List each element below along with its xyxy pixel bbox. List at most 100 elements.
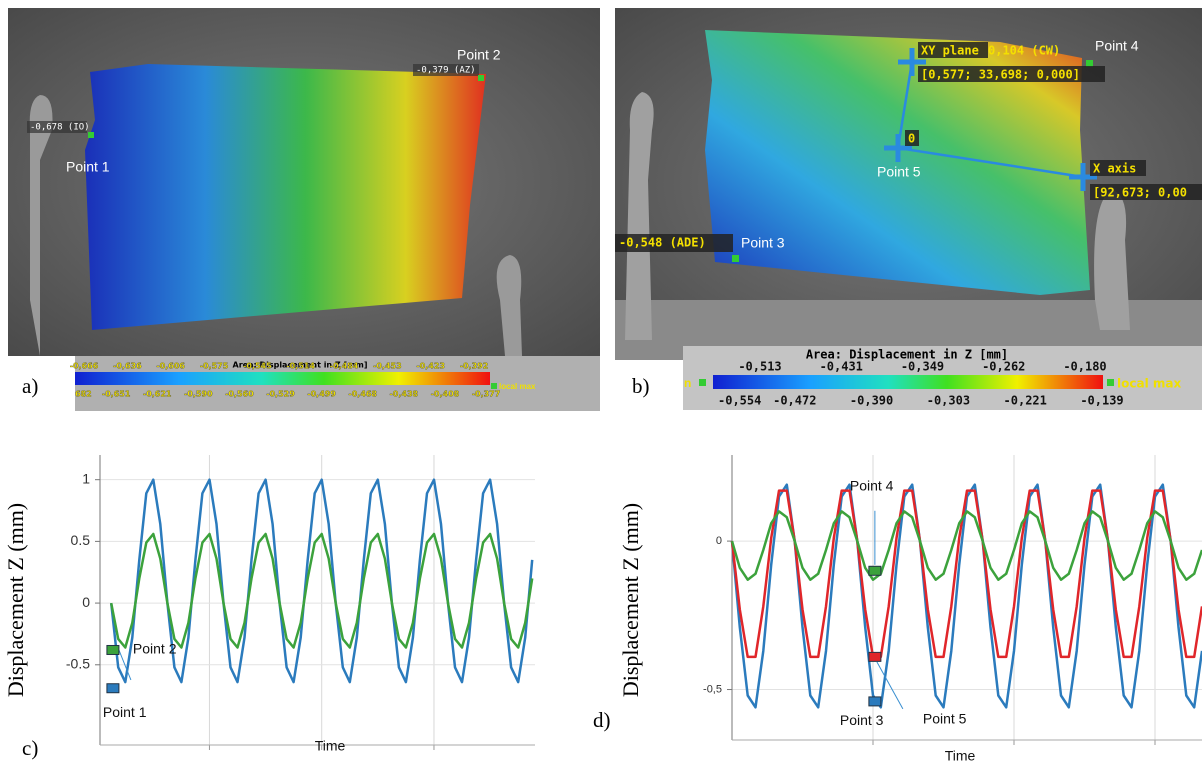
- coordinate-label: [92,673; 0,00: [1093, 186, 1187, 200]
- point-marker: [106, 683, 120, 694]
- max-marker: [1107, 379, 1114, 386]
- colorbar-tick-label: -0,139: [1080, 394, 1123, 408]
- value-label: -0,379 (AZ): [416, 66, 476, 76]
- label-box: [1090, 184, 1202, 200]
- colorbar-tick-label: 682: [75, 390, 92, 399]
- y-tick-label: -0,5: [703, 683, 722, 695]
- colorbar-tick-label: -0,262: [982, 360, 1025, 374]
- y-tick-label: -0.5: [66, 655, 90, 671]
- colorbar-tick-label: -0,453: [373, 362, 402, 371]
- label-box: [1090, 160, 1146, 176]
- x-axis-label: Time: [315, 738, 346, 754]
- colorbar-tick-label: -0,606: [156, 362, 185, 371]
- point-label: Point 2: [457, 47, 501, 63]
- colorbar-tick-label: -0,666: [70, 362, 99, 371]
- colorbar-tick-label: -0,575: [200, 362, 229, 371]
- colorbar-tick-label: -0,180: [1063, 360, 1106, 374]
- colorbar-tick-label: -0,221: [1004, 394, 1047, 408]
- y-tick-label: 0: [82, 594, 90, 610]
- value-label: 0,104 (CW): [988, 44, 1060, 58]
- fixture: [496, 255, 522, 356]
- colorbar: [75, 372, 490, 385]
- colorbar-tick-label: -0,472: [773, 394, 816, 408]
- colorbar-tick-label: -0,408: [431, 390, 460, 399]
- point-marker: [88, 132, 94, 138]
- colorbar-tick-label: -0,390: [850, 394, 893, 408]
- axis-label: XY plane: [921, 44, 979, 58]
- point-label: Point 4: [850, 477, 894, 493]
- x-axis-label: Time: [945, 748, 976, 764]
- series-line: [730, 483, 1202, 709]
- point-marker: [868, 696, 882, 707]
- coordinate-system: [884, 48, 1097, 191]
- max-marker: [491, 383, 497, 389]
- panel-tag: d): [593, 708, 611, 732]
- point-label: Point 1: [66, 159, 110, 175]
- point-label: Point 3: [741, 235, 785, 251]
- colorbar-tick-label: -0,590: [184, 390, 213, 399]
- fixture: [29, 95, 53, 356]
- series-line: [730, 489, 1202, 659]
- colorbar-tick-label: -0,303: [927, 394, 970, 408]
- colorbar-title: Area: Displacement in Z [mm]: [806, 348, 1008, 362]
- max-label: local max: [1117, 377, 1181, 391]
- colorbar-tick-label: -0,560: [225, 390, 254, 399]
- point-marker: [106, 644, 120, 655]
- label-box: [413, 64, 479, 76]
- point-label: Point 4: [1095, 38, 1139, 54]
- point-label: Point 1: [103, 704, 147, 720]
- fixture: [1094, 190, 1130, 330]
- panel-tag: b): [632, 374, 650, 398]
- min-label: n: [684, 376, 691, 390]
- coordinate-label: [0,577; 33,698; 0,000]: [921, 68, 1080, 82]
- colorbar-tick-label: -0,545: [243, 362, 272, 371]
- colorbar-tick-label: -0,377: [472, 390, 501, 399]
- point-label: Point 3: [840, 712, 884, 728]
- label-box: [905, 130, 919, 146]
- label-box: [918, 66, 1105, 82]
- series-line: [730, 510, 1202, 581]
- max-label: local max: [499, 382, 536, 391]
- y-tick-label: 1: [82, 470, 90, 486]
- point-marker: [732, 255, 739, 262]
- colorbar-tick-label: -0,529: [266, 390, 295, 399]
- colorbar-tick-label: -0,621: [143, 390, 172, 399]
- colorbar-tick-label: -0,554: [718, 394, 761, 408]
- axis-label: X axis: [1093, 162, 1136, 176]
- colorbar-tick-label: -0,392: [460, 362, 489, 371]
- label-box: [615, 234, 733, 252]
- panel-b: XY plane 0,104 (CW) [0,577; 33,698; 0,00…: [615, 8, 1202, 410]
- label-box: [27, 121, 87, 133]
- series-line: [109, 532, 534, 649]
- colorbar-tick-label: -0,423: [416, 362, 445, 371]
- panel-tag: c): [22, 736, 38, 760]
- point-marker: [868, 565, 882, 576]
- colorbar-title: Area: Displacement in Z [mm]: [233, 361, 368, 370]
- series-line: [109, 478, 534, 684]
- colorbar-tick-label: -0,431: [820, 360, 863, 374]
- min-marker: [699, 379, 706, 386]
- colorbar-tick-label: -0,484: [330, 362, 359, 371]
- y-axis-label: Displacement Z (mm): [3, 503, 28, 697]
- panel-tag: a): [22, 374, 38, 398]
- value-label: -0,678 (IO): [30, 123, 90, 133]
- annotation-line: [876, 661, 904, 710]
- colorbar-tick-label: -0,513: [738, 360, 781, 374]
- fixture: [625, 92, 654, 340]
- colorbar-tick-label: -0,468: [348, 390, 377, 399]
- colorbar-tick-label: -0,438: [389, 390, 418, 399]
- point-marker: [868, 651, 882, 662]
- annotation-line: [118, 649, 132, 681]
- colorbar-tick-label: -0,514: [286, 362, 315, 371]
- point-label: Point 5: [923, 711, 967, 727]
- y-axis-label: Displacement Z (mm): [618, 503, 643, 697]
- y-tick-label: 0.5: [71, 532, 91, 548]
- colorbar-tick-label: -0,349: [901, 360, 944, 374]
- colorbar-tick-label: -0,499: [307, 390, 336, 399]
- label-box: [918, 42, 988, 58]
- colorbar-tick-label: -0,636: [113, 362, 142, 371]
- displacement-map: [705, 30, 1090, 295]
- point-label: Point 5: [877, 164, 921, 180]
- panel-a: -0,678 (IO) Point 1 -0,379 (AZ) Point 2 …: [8, 8, 600, 411]
